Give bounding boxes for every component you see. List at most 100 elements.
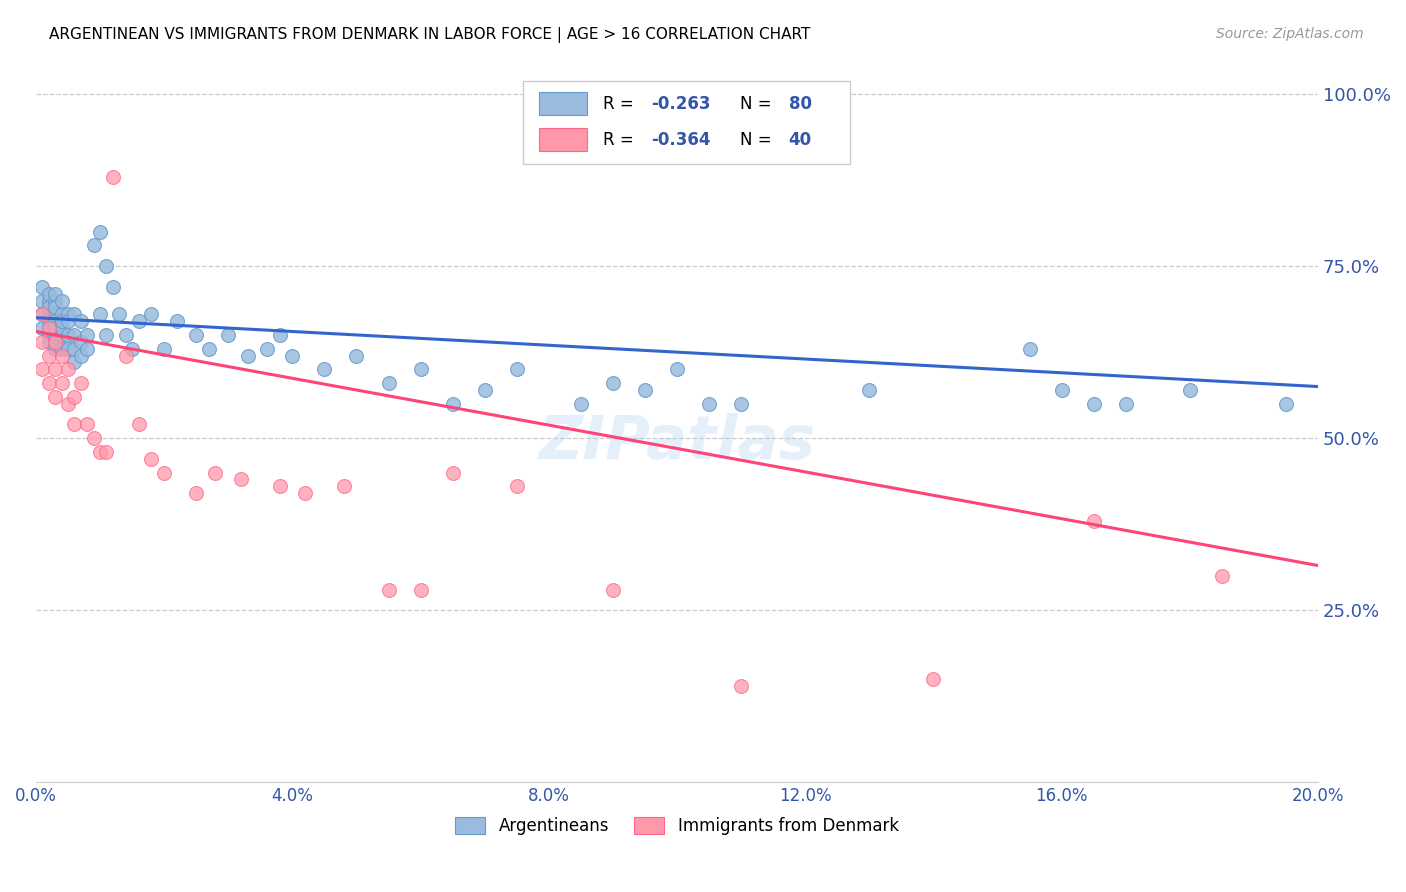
Point: [922, 672, 945, 686]
Point: [63, 417, 86, 432]
Text: 40: 40: [789, 131, 811, 149]
Text: ARGENTINEAN VS IMMIGRANTS FROM DENMARK IN LABOR FORCE | AGE > 16 CORRELATION CHA: ARGENTINEAN VS IMMIGRANTS FROM DENMARK I…: [49, 27, 811, 43]
Point: [858, 383, 880, 397]
Point: [409, 362, 432, 376]
Point: [108, 307, 131, 321]
Point: [506, 362, 529, 376]
Point: [101, 169, 124, 184]
Point: [44, 314, 66, 328]
Point: [38, 334, 60, 349]
Point: [38, 327, 60, 342]
Point: [1083, 514, 1105, 528]
Text: R =: R =: [603, 95, 638, 112]
Point: [31, 293, 53, 308]
Point: [63, 307, 86, 321]
Point: [128, 417, 150, 432]
Point: [31, 307, 53, 321]
Point: [63, 342, 86, 356]
Point: [76, 327, 98, 342]
Point: [76, 417, 98, 432]
Point: [441, 466, 464, 480]
Point: [114, 327, 136, 342]
Point: [153, 342, 176, 356]
Point: [63, 390, 86, 404]
Point: [409, 582, 432, 597]
Point: [51, 321, 73, 335]
Point: [602, 582, 624, 597]
Point: [56, 362, 79, 376]
Point: [198, 342, 221, 356]
Point: [602, 376, 624, 391]
Point: [31, 307, 53, 321]
Text: ZIPatlas: ZIPatlas: [538, 413, 815, 472]
Point: [441, 397, 464, 411]
Point: [56, 342, 79, 356]
Point: [38, 293, 60, 308]
Point: [121, 342, 143, 356]
Point: [44, 301, 66, 315]
Point: [44, 342, 66, 356]
Point: [44, 307, 66, 321]
Point: [51, 327, 73, 342]
Point: [56, 314, 79, 328]
Text: Source: ZipAtlas.com: Source: ZipAtlas.com: [1216, 27, 1364, 41]
Point: [69, 376, 91, 391]
Point: [38, 321, 60, 335]
Point: [346, 349, 368, 363]
FancyBboxPatch shape: [523, 81, 851, 164]
Point: [1050, 383, 1073, 397]
Point: [44, 334, 66, 349]
Point: [332, 479, 354, 493]
Text: N =: N =: [740, 95, 776, 112]
Point: [38, 321, 60, 335]
Point: [83, 431, 105, 445]
Point: [44, 293, 66, 308]
Point: [31, 321, 53, 335]
Point: [101, 279, 124, 293]
Point: [569, 397, 592, 411]
Text: -0.263: -0.263: [651, 95, 711, 112]
Point: [186, 327, 208, 342]
Point: [96, 327, 118, 342]
Point: [63, 327, 86, 342]
Point: [141, 307, 163, 321]
Point: [44, 327, 66, 342]
Point: [31, 334, 53, 349]
Point: [314, 362, 336, 376]
Point: [44, 286, 66, 301]
Point: [31, 362, 53, 376]
Point: [153, 466, 176, 480]
Point: [281, 349, 304, 363]
Point: [83, 238, 105, 252]
Point: [204, 466, 226, 480]
Point: [186, 486, 208, 500]
Point: [1115, 397, 1137, 411]
Point: [166, 314, 188, 328]
Point: [236, 349, 259, 363]
Point: [38, 349, 60, 363]
Point: [730, 679, 752, 693]
Point: [76, 342, 98, 356]
Point: [229, 473, 252, 487]
Point: [96, 259, 118, 273]
Point: [51, 376, 73, 391]
Point: [1178, 383, 1201, 397]
Point: [634, 383, 657, 397]
Text: N =: N =: [740, 131, 776, 149]
Point: [38, 307, 60, 321]
Text: -0.364: -0.364: [651, 131, 711, 149]
Point: [38, 376, 60, 391]
Point: [1083, 397, 1105, 411]
Text: R =: R =: [603, 131, 638, 149]
Point: [89, 445, 111, 459]
Point: [697, 397, 720, 411]
Point: [56, 397, 79, 411]
Point: [51, 342, 73, 356]
Point: [69, 334, 91, 349]
Bar: [538, 128, 588, 152]
Point: [38, 286, 60, 301]
Point: [44, 321, 66, 335]
Point: [69, 314, 91, 328]
Point: [56, 307, 79, 321]
Point: [256, 342, 278, 356]
